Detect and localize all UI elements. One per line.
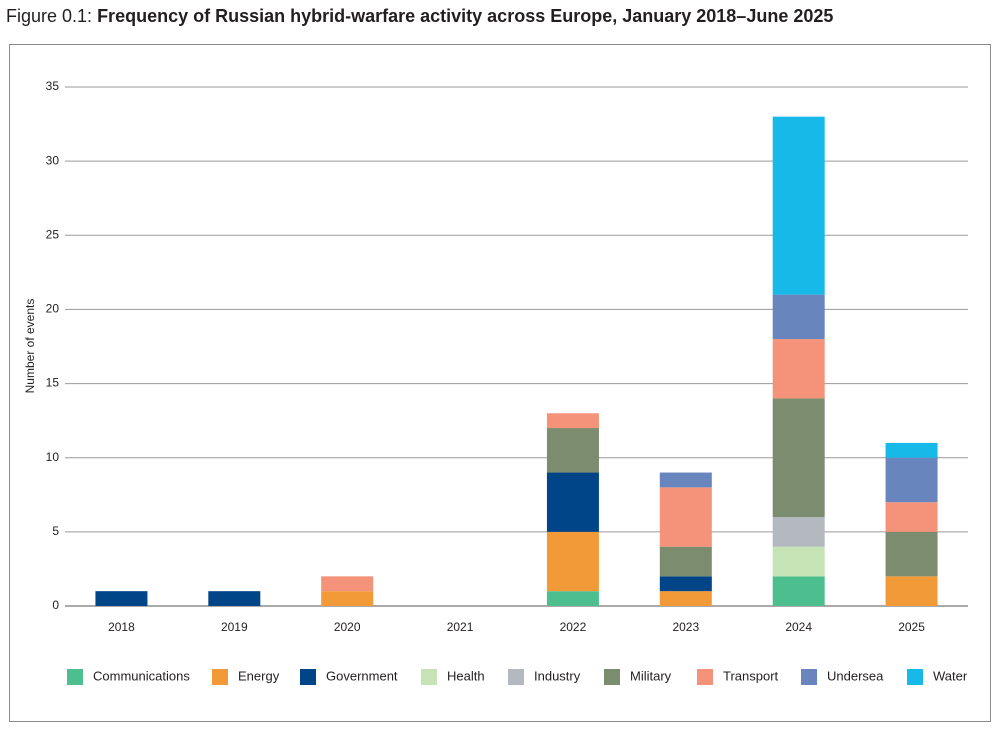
bar-segment [208, 591, 261, 606]
bar-segment [659, 576, 712, 592]
bar-segment [321, 591, 374, 606]
x-tick-label: 2023 [672, 620, 699, 634]
bar-segment [772, 517, 825, 547]
legend-swatch [67, 669, 83, 685]
legend-label: Energy [238, 668, 280, 683]
bar-segment [659, 591, 712, 606]
y-tick-label: 25 [46, 227, 60, 241]
legend-swatch [300, 669, 316, 685]
y-tick-label: 30 [46, 153, 60, 167]
bar-segment [885, 502, 938, 532]
x-tick-label: 2022 [560, 620, 587, 634]
legend-label: Undersea [827, 668, 884, 683]
bar-segment [546, 428, 599, 473]
y-tick-label: 5 [52, 524, 59, 538]
chart-title-line: Figure 0.1: Frequency of Russian hybrid-… [6, 6, 833, 26]
legend-swatch [801, 669, 817, 685]
chart-title: Frequency of Russian hybrid-warfare acti… [97, 6, 833, 26]
bar-segment [885, 457, 938, 503]
bar-segment [95, 591, 148, 606]
legend-label: Water [933, 668, 968, 683]
y-tick-label: 20 [46, 302, 60, 316]
bar-segment [546, 591, 599, 606]
legend-swatch [212, 669, 228, 685]
bar-segment [659, 472, 712, 488]
bar-segment [659, 546, 712, 577]
legend-label: Communications [93, 668, 190, 683]
bar-segment [772, 576, 825, 606]
bar-segment [885, 442, 938, 458]
figure-label: Figure 0.1: [6, 6, 92, 26]
x-tick-label: 2019 [221, 620, 248, 634]
bar-segment [546, 531, 599, 592]
legend-label: Health [447, 668, 485, 683]
legend-label: Industry [534, 668, 581, 683]
x-tick-label: 2018 [108, 620, 135, 634]
bar-segment [659, 487, 712, 547]
legend-swatch [421, 669, 437, 685]
legend-swatch [604, 669, 620, 685]
bar-segment [772, 398, 825, 518]
chart-frame [9, 44, 991, 722]
legend-label: Transport [723, 668, 779, 683]
x-tick-label: 2024 [785, 620, 812, 634]
y-tick-label: 0 [52, 598, 59, 612]
y-tick-label: 35 [46, 79, 60, 93]
x-tick-label: 2021 [447, 620, 474, 634]
y-axis-label: Number of events [23, 299, 37, 394]
bar-segment [885, 576, 938, 606]
bar-segment [546, 472, 599, 532]
bar-segment [546, 413, 599, 429]
legend-swatch [508, 669, 524, 685]
legend-swatch [907, 669, 923, 685]
bar-segment [885, 531, 938, 577]
bar-segment [321, 576, 374, 592]
legend-label: Government [326, 668, 398, 683]
x-tick-label: 2020 [334, 620, 361, 634]
bar-segment [772, 339, 825, 399]
y-tick-label: 10 [46, 450, 60, 464]
x-tick-label: 2025 [898, 620, 925, 634]
bar-segment [772, 546, 825, 577]
bar-segment [772, 116, 825, 295]
y-tick-label: 15 [46, 376, 60, 390]
legend-swatch [697, 669, 713, 685]
legend-label: Military [630, 668, 672, 683]
bar-segment [772, 294, 825, 340]
